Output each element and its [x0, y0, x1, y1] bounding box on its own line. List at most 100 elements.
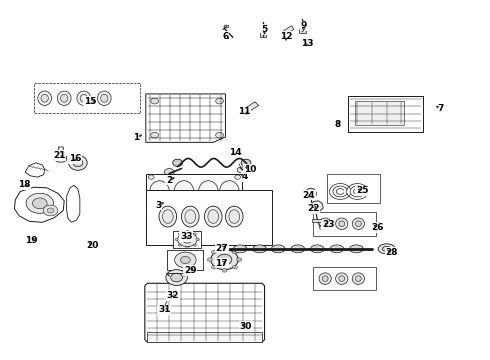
Text: 7: 7 [437, 104, 443, 113]
Ellipse shape [198, 181, 218, 202]
Circle shape [151, 132, 159, 138]
Ellipse shape [185, 210, 196, 224]
Circle shape [186, 246, 189, 248]
Text: 22: 22 [307, 204, 319, 213]
Bar [147, 190, 272, 245]
Circle shape [32, 198, 47, 209]
Circle shape [241, 159, 251, 166]
Ellipse shape [150, 181, 169, 202]
Ellipse shape [336, 273, 348, 284]
Ellipse shape [100, 94, 108, 102]
Circle shape [196, 238, 199, 240]
Bar [147, 174, 242, 210]
Text: 29: 29 [184, 266, 196, 275]
Bar [355, 101, 404, 126]
Text: 20: 20 [86, 241, 99, 250]
Text: 9: 9 [300, 21, 307, 30]
Ellipse shape [229, 210, 240, 224]
Ellipse shape [174, 181, 194, 202]
Ellipse shape [306, 188, 317, 199]
Circle shape [178, 244, 181, 246]
Ellipse shape [319, 273, 331, 284]
Ellipse shape [352, 273, 365, 284]
Circle shape [186, 230, 189, 233]
Ellipse shape [233, 245, 247, 253]
Text: 28: 28 [385, 248, 398, 257]
Ellipse shape [311, 245, 324, 253]
Circle shape [232, 265, 237, 269]
Circle shape [222, 247, 227, 251]
Polygon shape [283, 26, 294, 35]
Ellipse shape [349, 245, 363, 253]
Text: 1: 1 [133, 133, 140, 142]
Polygon shape [145, 283, 265, 342]
Text: 18: 18 [18, 180, 30, 189]
Ellipse shape [302, 40, 313, 46]
Circle shape [235, 204, 241, 208]
Polygon shape [146, 94, 225, 142]
Text: 26: 26 [371, 223, 384, 232]
Text: 3: 3 [155, 201, 161, 210]
Ellipse shape [159, 206, 176, 227]
Text: 31: 31 [158, 305, 171, 314]
Ellipse shape [225, 206, 243, 227]
Bar [299, 30, 306, 33]
Ellipse shape [162, 210, 173, 224]
Polygon shape [14, 187, 64, 222]
Text: 19: 19 [24, 237, 37, 246]
Ellipse shape [77, 91, 91, 105]
Bar [314, 212, 376, 235]
Circle shape [216, 132, 223, 138]
Circle shape [180, 256, 190, 264]
Text: 6: 6 [222, 32, 228, 41]
Circle shape [235, 175, 241, 179]
Circle shape [43, 205, 58, 216]
Text: 23: 23 [322, 220, 334, 229]
Circle shape [237, 258, 242, 261]
Ellipse shape [352, 218, 365, 229]
Ellipse shape [378, 244, 395, 254]
Ellipse shape [253, 245, 267, 253]
Text: 8: 8 [335, 120, 341, 129]
Circle shape [237, 167, 245, 173]
Text: 2: 2 [166, 176, 172, 185]
Circle shape [207, 258, 212, 261]
Polygon shape [244, 102, 259, 113]
Circle shape [172, 159, 182, 166]
Text: 14: 14 [229, 148, 242, 157]
Ellipse shape [80, 94, 87, 102]
Text: 15: 15 [84, 96, 97, 105]
Text: 5: 5 [262, 25, 268, 34]
Bar [167, 249, 203, 270]
Circle shape [182, 236, 192, 243]
Ellipse shape [319, 218, 331, 229]
Circle shape [178, 233, 181, 235]
Polygon shape [54, 147, 67, 162]
Bar [327, 174, 380, 203]
Ellipse shape [69, 155, 87, 170]
Text: 4: 4 [242, 172, 248, 181]
Ellipse shape [73, 159, 83, 167]
Ellipse shape [204, 206, 222, 227]
Bar [260, 33, 267, 37]
Ellipse shape [41, 94, 49, 102]
Text: 13: 13 [301, 39, 314, 48]
Ellipse shape [38, 91, 51, 105]
Bar [313, 219, 321, 222]
Circle shape [216, 98, 223, 104]
Ellipse shape [336, 218, 348, 229]
Text: 16: 16 [69, 154, 81, 163]
Ellipse shape [339, 221, 344, 226]
Circle shape [148, 175, 154, 179]
Ellipse shape [291, 245, 305, 253]
Bar [147, 332, 262, 342]
Text: 12: 12 [280, 32, 293, 41]
Circle shape [307, 191, 315, 197]
Ellipse shape [208, 210, 219, 224]
Circle shape [26, 193, 53, 213]
Ellipse shape [330, 245, 343, 253]
Ellipse shape [355, 221, 361, 226]
Ellipse shape [271, 245, 285, 253]
Bar [347, 96, 423, 132]
Polygon shape [25, 163, 45, 177]
